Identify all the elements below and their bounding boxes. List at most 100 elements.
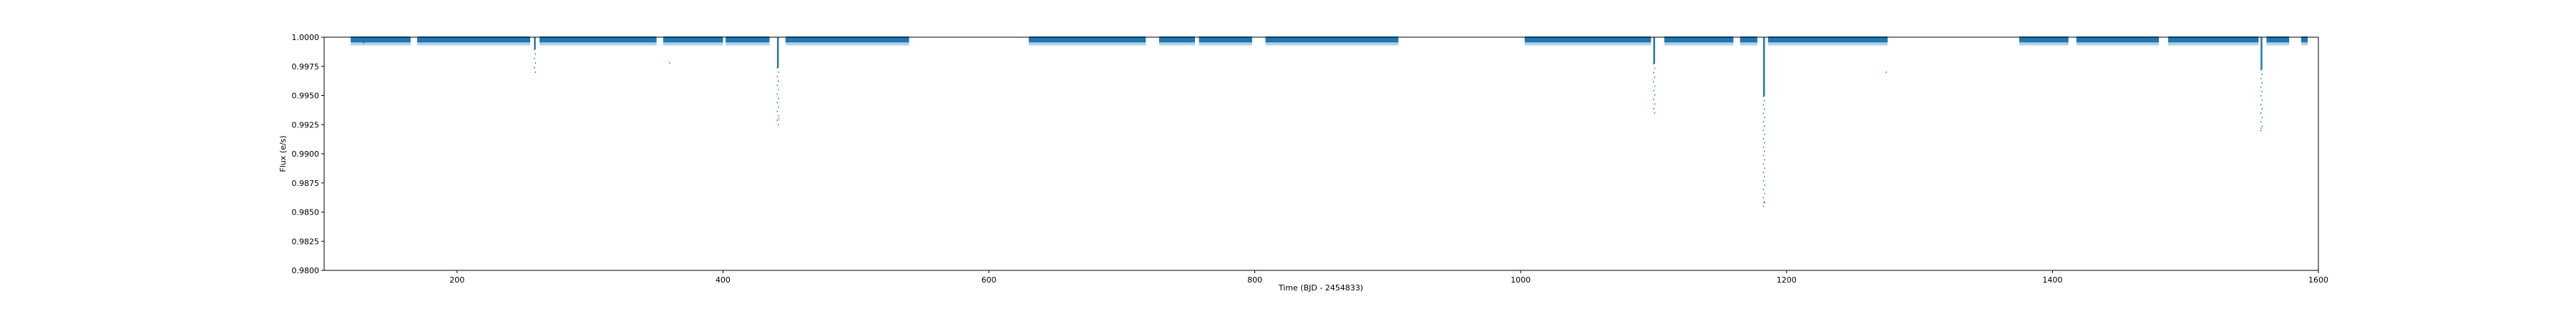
transit-point <box>2261 99 2263 101</box>
transit-point <box>533 49 535 51</box>
flux-scatter <box>2019 42 2069 46</box>
transit-point <box>1764 134 1765 135</box>
transit-point <box>1764 125 1765 127</box>
x-tick-label: 600 <box>982 275 997 285</box>
transit-point <box>1653 81 1654 83</box>
transit-point <box>363 38 364 40</box>
y-tick-label: 0.9925 <box>292 120 320 129</box>
transit-point <box>1762 197 1765 199</box>
transit-point <box>1654 94 1656 96</box>
x-tick-label: 1000 <box>1511 275 1531 285</box>
transit-point <box>776 119 779 122</box>
flux-scatter <box>1028 42 1146 46</box>
flux-segment <box>2076 36 2160 43</box>
transit-point <box>1764 117 1765 119</box>
transit-point <box>1764 142 1765 144</box>
x-tick-label: 1200 <box>1777 275 1797 285</box>
y-tick-label: 0.9850 <box>292 208 320 217</box>
flux-scatter <box>2266 42 2290 46</box>
transit-point <box>2260 112 2262 114</box>
transit-point <box>2261 82 2263 84</box>
plot-frame <box>323 36 2319 271</box>
transit-point <box>1654 112 1656 114</box>
flux-segment <box>2019 36 2069 43</box>
y-tick-label: 0.9900 <box>292 149 320 159</box>
transit-point <box>1762 163 1765 165</box>
transit-point <box>535 53 537 55</box>
transit-point <box>1764 150 1765 152</box>
transit-point <box>1762 95 1765 97</box>
x-tick-label: 800 <box>1247 275 1262 285</box>
transit-point <box>1764 99 1765 102</box>
x-tick-label: 1400 <box>2042 275 2062 285</box>
transit-point <box>778 97 779 99</box>
transit-point <box>778 124 779 126</box>
transit-point <box>535 62 537 64</box>
transit-point <box>1762 129 1765 131</box>
flux-scatter <box>1158 42 1195 46</box>
transit-point <box>1653 89 1654 92</box>
transit-point <box>776 76 779 77</box>
transit-point <box>1764 167 1765 170</box>
transit-point <box>1654 85 1656 87</box>
y-tick-label: 0.9800 <box>292 266 320 275</box>
data-series <box>351 36 2308 207</box>
transit-point <box>2261 117 2263 119</box>
flux-segment <box>351 36 411 43</box>
transit-point <box>1764 176 1765 177</box>
transit-point <box>2261 108 2263 110</box>
flux-scatter <box>417 42 530 46</box>
transit-point <box>1654 67 1656 69</box>
flux-scatter <box>726 42 770 46</box>
flux-scatter <box>1767 42 1888 46</box>
transit-point <box>1764 184 1765 186</box>
y-tick-label: 1.0000 <box>292 33 320 42</box>
x-axis-label: Time (BJD - 2454833) <box>1278 283 1363 293</box>
transit-point <box>776 93 779 95</box>
flux-scatter <box>539 42 657 46</box>
transit-point <box>1762 188 1765 190</box>
outlier-point <box>778 118 780 120</box>
transit-point <box>776 67 779 69</box>
transit-point <box>778 72 779 73</box>
transit-point <box>2261 73 2263 75</box>
transit-point <box>1762 146 1765 148</box>
transit-point <box>2261 91 2263 92</box>
transit-point <box>1762 104 1765 106</box>
transit-point <box>1762 121 1765 123</box>
transit-point <box>1654 103 1656 105</box>
transit-point <box>776 102 779 104</box>
flux-scatter <box>2076 42 2160 46</box>
transit-point <box>1764 159 1765 161</box>
flux-segment <box>417 36 530 43</box>
flux-scatter <box>1524 42 1652 46</box>
y-axis-label: Flux (e/s) <box>278 135 288 172</box>
transit-point <box>2260 86 2262 88</box>
flux-segment <box>2168 36 2259 43</box>
transit-point <box>778 115 779 117</box>
transit-point <box>1762 172 1765 173</box>
flux-segment <box>663 36 723 43</box>
transit-point <box>776 111 779 112</box>
flux-scatter <box>785 42 909 46</box>
flux-scatter <box>1265 42 1399 46</box>
transit-point <box>2260 77 2262 79</box>
outlier-point <box>2260 127 2263 129</box>
transit-point <box>533 57 535 59</box>
transit-point <box>1764 108 1765 110</box>
flux-scatter <box>663 42 723 46</box>
flux-segment <box>2266 36 2290 43</box>
transit-point <box>2260 104 2262 105</box>
transit-point <box>363 40 364 42</box>
flux-scatter <box>1740 42 1757 46</box>
transit-point <box>2260 95 2262 97</box>
transit-point <box>1653 72 1654 74</box>
transit-point <box>363 42 364 44</box>
transit-point <box>1653 107 1654 109</box>
transit-point <box>1764 192 1765 195</box>
outlier-point <box>669 62 670 64</box>
transit-point <box>2261 125 2263 127</box>
flux-segment <box>1199 36 1252 43</box>
transit-point <box>778 80 779 82</box>
